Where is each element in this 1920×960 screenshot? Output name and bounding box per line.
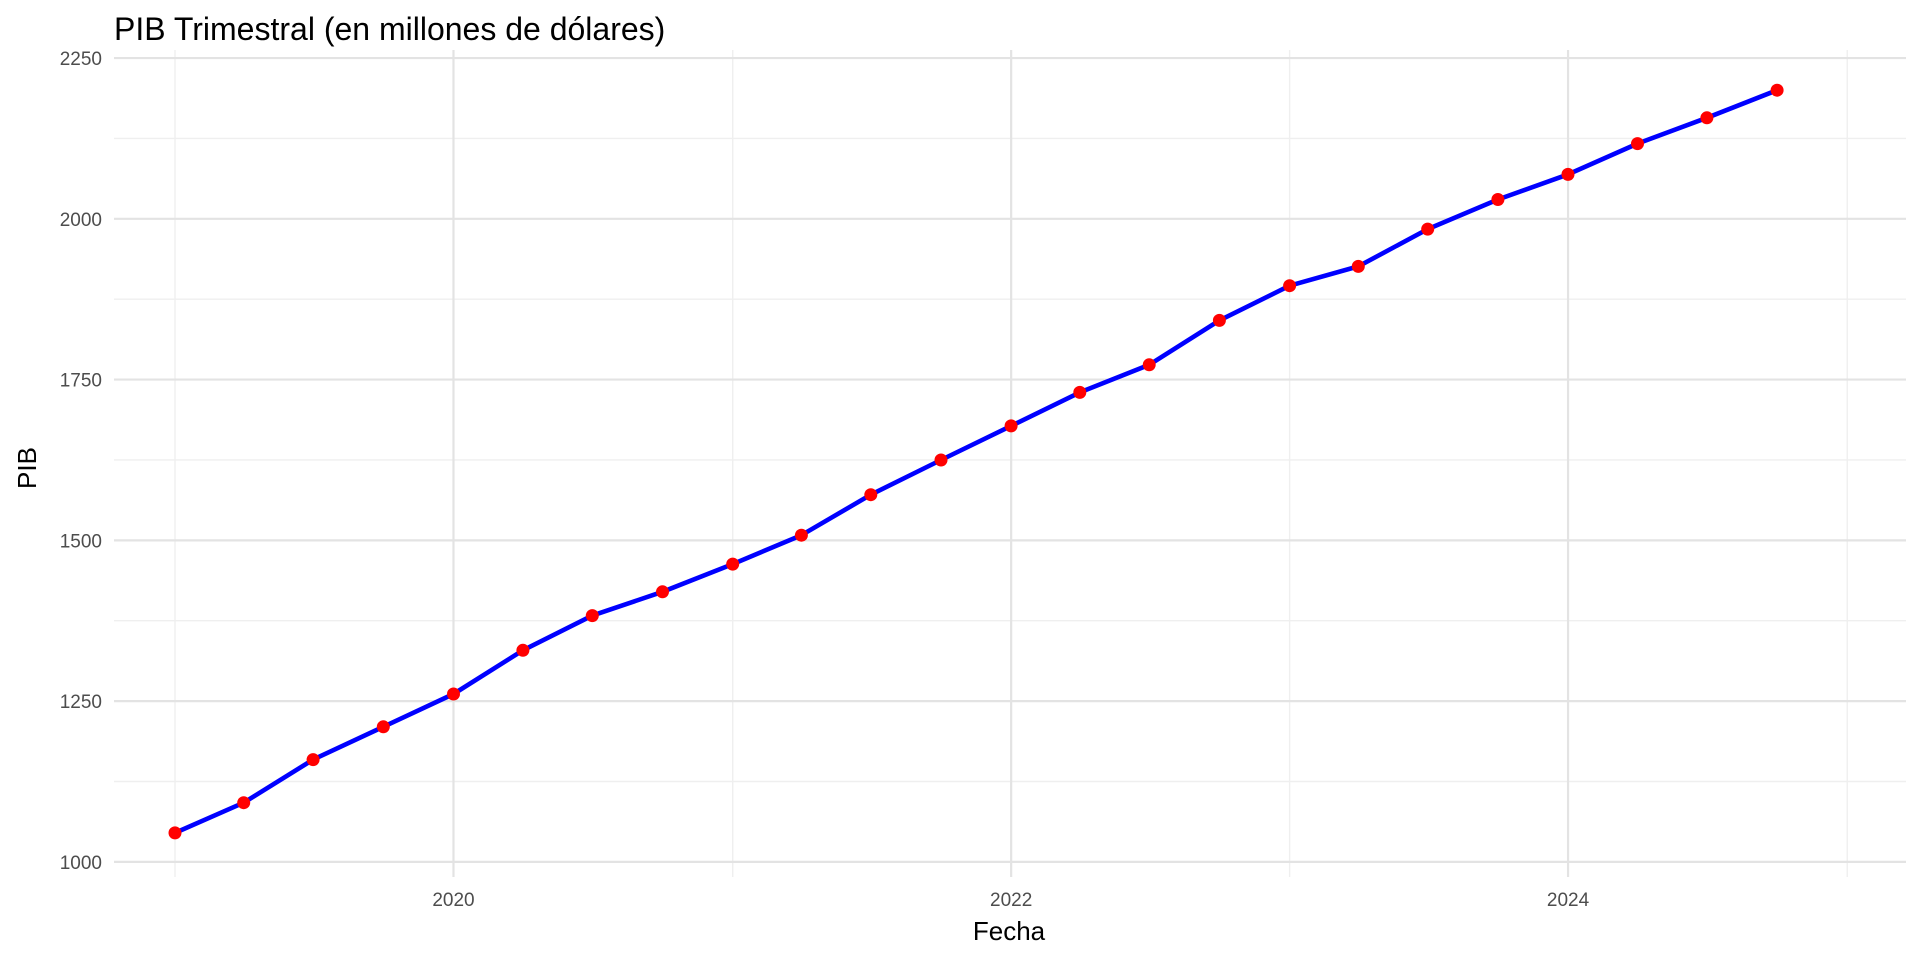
data-point <box>1283 279 1297 293</box>
y-tick-label: 1500 <box>60 531 102 552</box>
data-point <box>516 643 530 657</box>
grid-major <box>114 50 1906 877</box>
data-point <box>1631 137 1644 151</box>
data-point <box>306 753 320 767</box>
x-axis-ticks: 2020 2022 2024 <box>432 890 1589 911</box>
series-points <box>168 83 1784 840</box>
data-point <box>168 826 182 840</box>
y-tick-label: 1750 <box>60 371 102 392</box>
y-tick-label: 1000 <box>60 853 102 874</box>
data-point <box>726 557 740 571</box>
y-tick-label: 2000 <box>60 210 102 231</box>
x-tick-label: 2022 <box>990 890 1032 911</box>
data-point <box>1351 259 1365 273</box>
data-point <box>1004 419 1018 433</box>
data-point <box>585 609 599 623</box>
data-point <box>794 528 808 542</box>
data-point <box>1212 313 1226 327</box>
x-tick-label: 2020 <box>432 890 474 911</box>
data-point <box>447 687 460 701</box>
y-axis-title: PIB <box>12 447 42 489</box>
series-lines <box>172 87 1780 836</box>
data-point <box>1491 193 1505 206</box>
y-tick-label: 2250 <box>60 49 102 70</box>
series-line <box>172 87 1780 836</box>
data-point <box>1561 167 1575 181</box>
x-axis-title: Fecha <box>973 916 1046 946</box>
x-tick-label: 2024 <box>1547 890 1590 911</box>
data-point <box>656 585 669 599</box>
y-axis-ticks: 1000 1250 1500 1750 2000 2250 <box>60 49 102 874</box>
data-point <box>1770 83 1784 97</box>
data-point <box>864 488 878 502</box>
data-point <box>237 796 251 810</box>
y-tick-label: 1250 <box>60 692 102 713</box>
data-point <box>1421 222 1435 236</box>
data-point <box>1700 111 1714 125</box>
grid-minor <box>114 50 1906 877</box>
data-point <box>934 453 948 467</box>
data-point <box>376 720 390 734</box>
data-point <box>1073 385 1087 399</box>
chart-title: PIB Trimestral (en millones de dólares) <box>114 11 665 47</box>
data-point <box>1142 358 1156 372</box>
